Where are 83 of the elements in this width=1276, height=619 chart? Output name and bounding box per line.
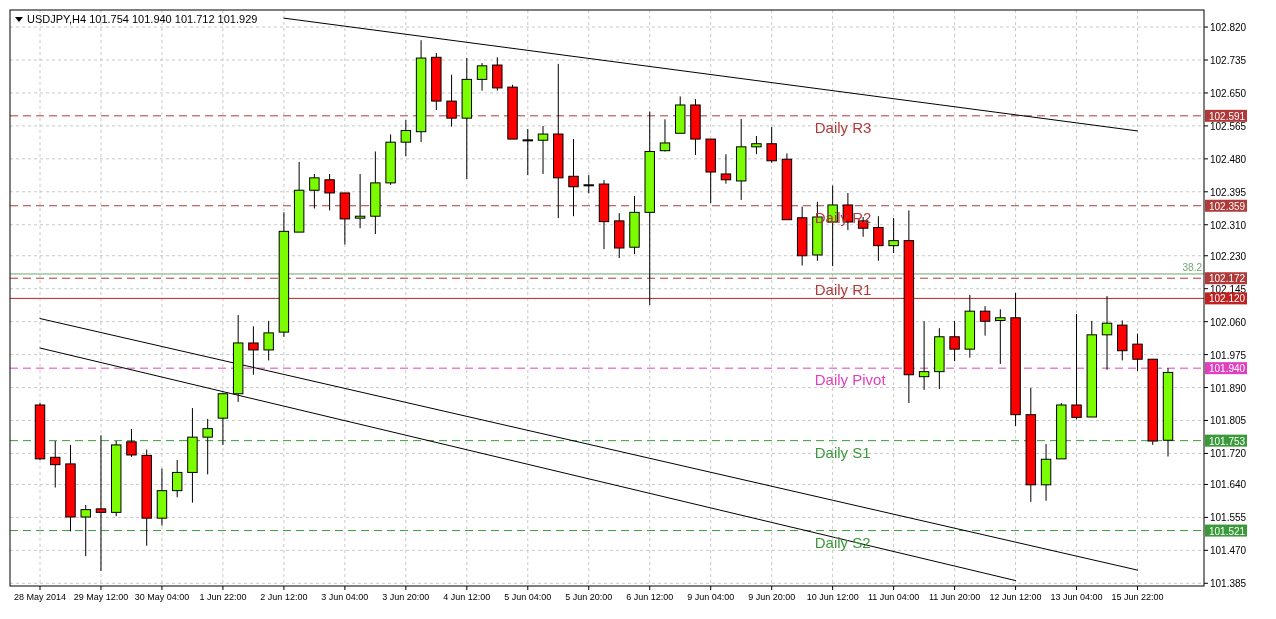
- text: 102.359: [1209, 200, 1246, 212]
- candlestick: [50, 440, 61, 489]
- y-tick-label: 102.735: [1210, 55, 1247, 66]
- text: 101.521: [1209, 525, 1246, 537]
- candlestick: [522, 128, 534, 176]
- y-tick-label: 102.565: [1210, 120, 1247, 132]
- x-tick-label: 30 May 04:00: [134, 592, 190, 602]
- candlestick: [126, 428, 137, 458]
- candlestick: [766, 126, 777, 164]
- y-tick-label: 102.650: [1210, 87, 1247, 99]
- ref-line-label: Daily R2: [814, 208, 872, 226]
- candlestick: [568, 138, 579, 217]
- candlestick: [995, 308, 1006, 365]
- candlestick: [751, 135, 762, 155]
- x-tick-label: 28 May 2014: [13, 592, 67, 602]
- candlestick: [1071, 313, 1082, 420]
- x-tick-label: 13 Jun 04:00: [1050, 592, 1103, 602]
- y-tick-label: 102.060: [1210, 316, 1247, 328]
- x-tick-label: 11 Jun 20:00: [928, 592, 981, 602]
- candlestick: [918, 320, 930, 391]
- x-tick-label: 3 Jun 04:00: [321, 592, 369, 602]
- candlestick: [248, 325, 259, 376]
- candlestick: [476, 62, 488, 92]
- y-tick-label: 101.470: [1210, 545, 1247, 557]
- x-tick-label: 1 Jun 22:00: [199, 592, 247, 602]
- text: 101.940: [1209, 363, 1246, 375]
- x-tick-label: 4 Jun 12:00: [443, 592, 491, 602]
- candlestick: [171, 459, 183, 498]
- y-tick-label: 101.975: [1210, 349, 1247, 361]
- candlestick: [492, 56, 503, 92]
- x-tick-label: 3 Jun 20:00: [382, 592, 430, 602]
- y-tick-label: 101.555: [1210, 512, 1247, 524]
- text: 102.120: [1209, 293, 1246, 305]
- candlestick: [979, 305, 991, 337]
- y-tick-label: 102.395: [1210, 186, 1247, 198]
- candlestick: [949, 320, 960, 362]
- x-tick-label: 29 May 12:00: [73, 592, 129, 602]
- annotation: 38.2: [1182, 261, 1203, 273]
- candlestick: [659, 118, 671, 152]
- y-tick-label: 101.640: [1210, 479, 1247, 491]
- ref-line-label: Daily Pivot: [814, 371, 887, 389]
- candlestick: [400, 119, 412, 157]
- candlestick: [537, 125, 549, 175]
- x-tick-label: 5 Jun 20:00: [565, 592, 613, 602]
- candlestick: [354, 173, 366, 229]
- text: 102.172: [1209, 273, 1246, 285]
- y-tick-label: 101.385: [1210, 578, 1247, 590]
- x-tick-label: 10 Jun 12:00: [806, 592, 859, 602]
- candlestick: [263, 320, 274, 361]
- y-tick-label: 102.820: [1210, 22, 1247, 34]
- text: 101.753: [1209, 435, 1246, 447]
- y-tick-label: 102.230: [1210, 250, 1247, 262]
- candlestick: [1132, 333, 1143, 372]
- x-tick-label: 2 Jun 12:00: [260, 592, 308, 602]
- x-tick-label: 9 Jun 04:00: [687, 592, 735, 602]
- text: 102.591: [1209, 110, 1246, 122]
- candlestick: [324, 173, 335, 211]
- ref-line-label: Daily R3: [814, 118, 872, 136]
- x-tick-label: 15 Jun 22:00: [1111, 592, 1164, 602]
- x-tick-label: 9 Jun 20:00: [748, 592, 796, 602]
- candlestick: [583, 174, 594, 194]
- ref-line-label: Daily S1: [814, 443, 871, 461]
- y-tick-label: 102.145: [1210, 283, 1247, 295]
- candlestick: [446, 74, 457, 128]
- candlestick: [873, 215, 884, 262]
- candlestick: [888, 217, 899, 254]
- candlestick: [1101, 295, 1113, 371]
- y-tick-label: 102.310: [1210, 219, 1247, 231]
- ref-line-label: Daily R1: [814, 281, 872, 299]
- x-tick-label: 6 Jun 12:00: [626, 592, 674, 602]
- candlestick: [720, 153, 732, 185]
- x-tick-label: 12 Jun 12:00: [989, 592, 1042, 602]
- chart-title: USDJPY,H4 101.754 101.940 101.712 101.929: [27, 13, 258, 25]
- y-tick-label: 101.720: [1210, 448, 1247, 460]
- x-tick-label: 5 Jun 04:00: [504, 592, 552, 602]
- candlestick: [309, 173, 320, 209]
- candlestick: [80, 504, 91, 557]
- candlestick: [95, 434, 107, 572]
- y-tick-label: 101.805: [1210, 415, 1247, 427]
- candlestick: [202, 418, 213, 475]
- y-tick-label: 102.480: [1210, 153, 1247, 165]
- y-tick-label: 101.890: [1210, 382, 1247, 394]
- x-tick-label: 11 Jun 04:00: [867, 592, 920, 602]
